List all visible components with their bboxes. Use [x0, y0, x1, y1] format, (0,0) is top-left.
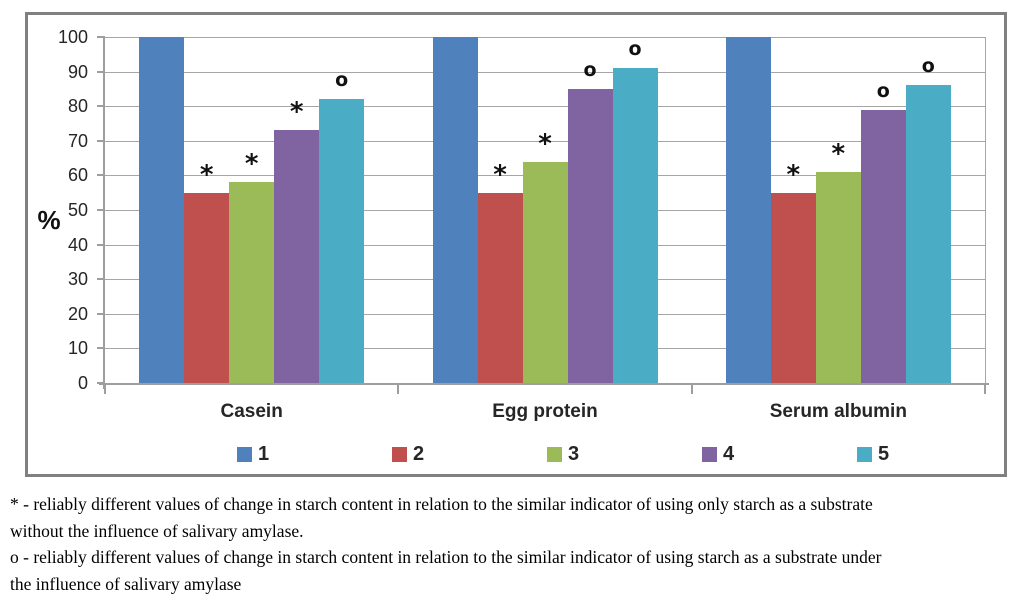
bar — [770, 192, 816, 383]
bar — [432, 37, 478, 383]
legend-label: 2 — [413, 443, 425, 465]
y-tick — [97, 209, 105, 211]
bar — [477, 192, 523, 383]
x-tick — [397, 385, 400, 394]
y-tick — [97, 139, 105, 142]
y-tick-label: 80 — [67, 96, 88, 117]
x-tick — [984, 385, 986, 394]
bar — [184, 192, 230, 383]
y-tick — [97, 243, 105, 246]
y-tick-label: 60 — [67, 165, 88, 186]
significance-marker: * — [493, 159, 507, 190]
plot-area: * * * o * * o o * * o o — [105, 37, 985, 383]
y-axis-title: % — [37, 205, 61, 235]
bar — [860, 109, 906, 383]
legend-item: 3 — [547, 443, 580, 465]
y-tick-label: 90 — [67, 61, 88, 82]
significance-marker: o — [876, 79, 890, 102]
significance-marker: * — [244, 149, 259, 180]
y-tick — [97, 278, 105, 281]
bar — [612, 68, 658, 383]
bar — [319, 99, 365, 383]
legend-item: 5 — [857, 443, 890, 465]
bar — [139, 37, 185, 383]
y-tick-label: 50 — [67, 200, 88, 220]
footnote-line: without the influence of salivary amylas… — [10, 520, 304, 541]
bar — [905, 85, 951, 383]
legend-swatch — [702, 447, 717, 462]
legend-item: 2 — [392, 443, 425, 465]
y-tick — [97, 36, 105, 38]
plot-right-border — [985, 37, 986, 383]
gridline — [105, 106, 985, 108]
legend-label: 3 — [568, 443, 580, 465]
bar — [522, 161, 568, 383]
legend-label: 1 — [258, 443, 270, 465]
bar — [229, 182, 275, 383]
footnote: * - reliably different values of change … — [10, 491, 1018, 597]
significance-marker: o — [335, 69, 349, 92]
significance-marker: o — [921, 55, 935, 78]
bar — [567, 88, 613, 383]
category-label: Egg protein — [492, 401, 598, 422]
y-tick-label: 10 — [67, 338, 88, 359]
y-tick-label: 70 — [67, 130, 88, 151]
footnote-line: * - reliably different values of change … — [10, 494, 873, 514]
y-tick-label: 100 — [57, 27, 88, 47]
y-tick — [97, 174, 105, 177]
gridline — [105, 37, 985, 38]
x-axis-line — [99, 383, 989, 385]
x-tick — [690, 385, 693, 394]
legend-swatch — [392, 447, 407, 462]
significance-marker: * — [199, 159, 214, 190]
footnote-line: o - reliably different values of change … — [10, 547, 882, 567]
significance-marker: o — [628, 38, 642, 61]
y-tick-label: 20 — [67, 303, 88, 324]
footnote-line: the influence of salivary amylase — [10, 573, 242, 594]
y-axis-line — [103, 37, 105, 389]
bar — [274, 130, 320, 383]
legend-swatch — [547, 447, 562, 462]
gridline — [105, 140, 985, 142]
y-tick — [97, 70, 105, 73]
significance-marker: * — [289, 97, 304, 128]
y-tick — [97, 382, 105, 384]
legend-item: 1 — [237, 443, 270, 465]
legend-swatch — [237, 447, 252, 462]
chart-frame: % * * * o * * o o * * o o 0 10 20 30 40 50 60 70 80 90 100 Cas… — [25, 12, 1007, 477]
significance-marker: * — [831, 138, 846, 169]
legend-label: 4 — [723, 443, 735, 465]
y-tick-label: 0 — [77, 373, 88, 393]
legend-label: 5 — [878, 443, 890, 465]
y-tick — [97, 105, 105, 108]
bar — [725, 37, 771, 383]
category-label: Casein — [220, 401, 283, 422]
significance-marker: o — [583, 58, 597, 81]
x-tick — [104, 385, 106, 394]
y-tick-label: 40 — [67, 234, 88, 255]
y-tick — [97, 312, 105, 315]
gridline — [105, 71, 985, 73]
y-tick-label: 30 — [67, 269, 88, 290]
significance-marker: * — [786, 159, 801, 190]
significance-marker: * — [538, 128, 552, 159]
y-tick — [97, 347, 105, 350]
legend-swatch — [857, 447, 872, 462]
legend-item: 4 — [702, 443, 735, 465]
bar — [815, 171, 861, 383]
category-label: Serum albumin — [769, 401, 907, 422]
